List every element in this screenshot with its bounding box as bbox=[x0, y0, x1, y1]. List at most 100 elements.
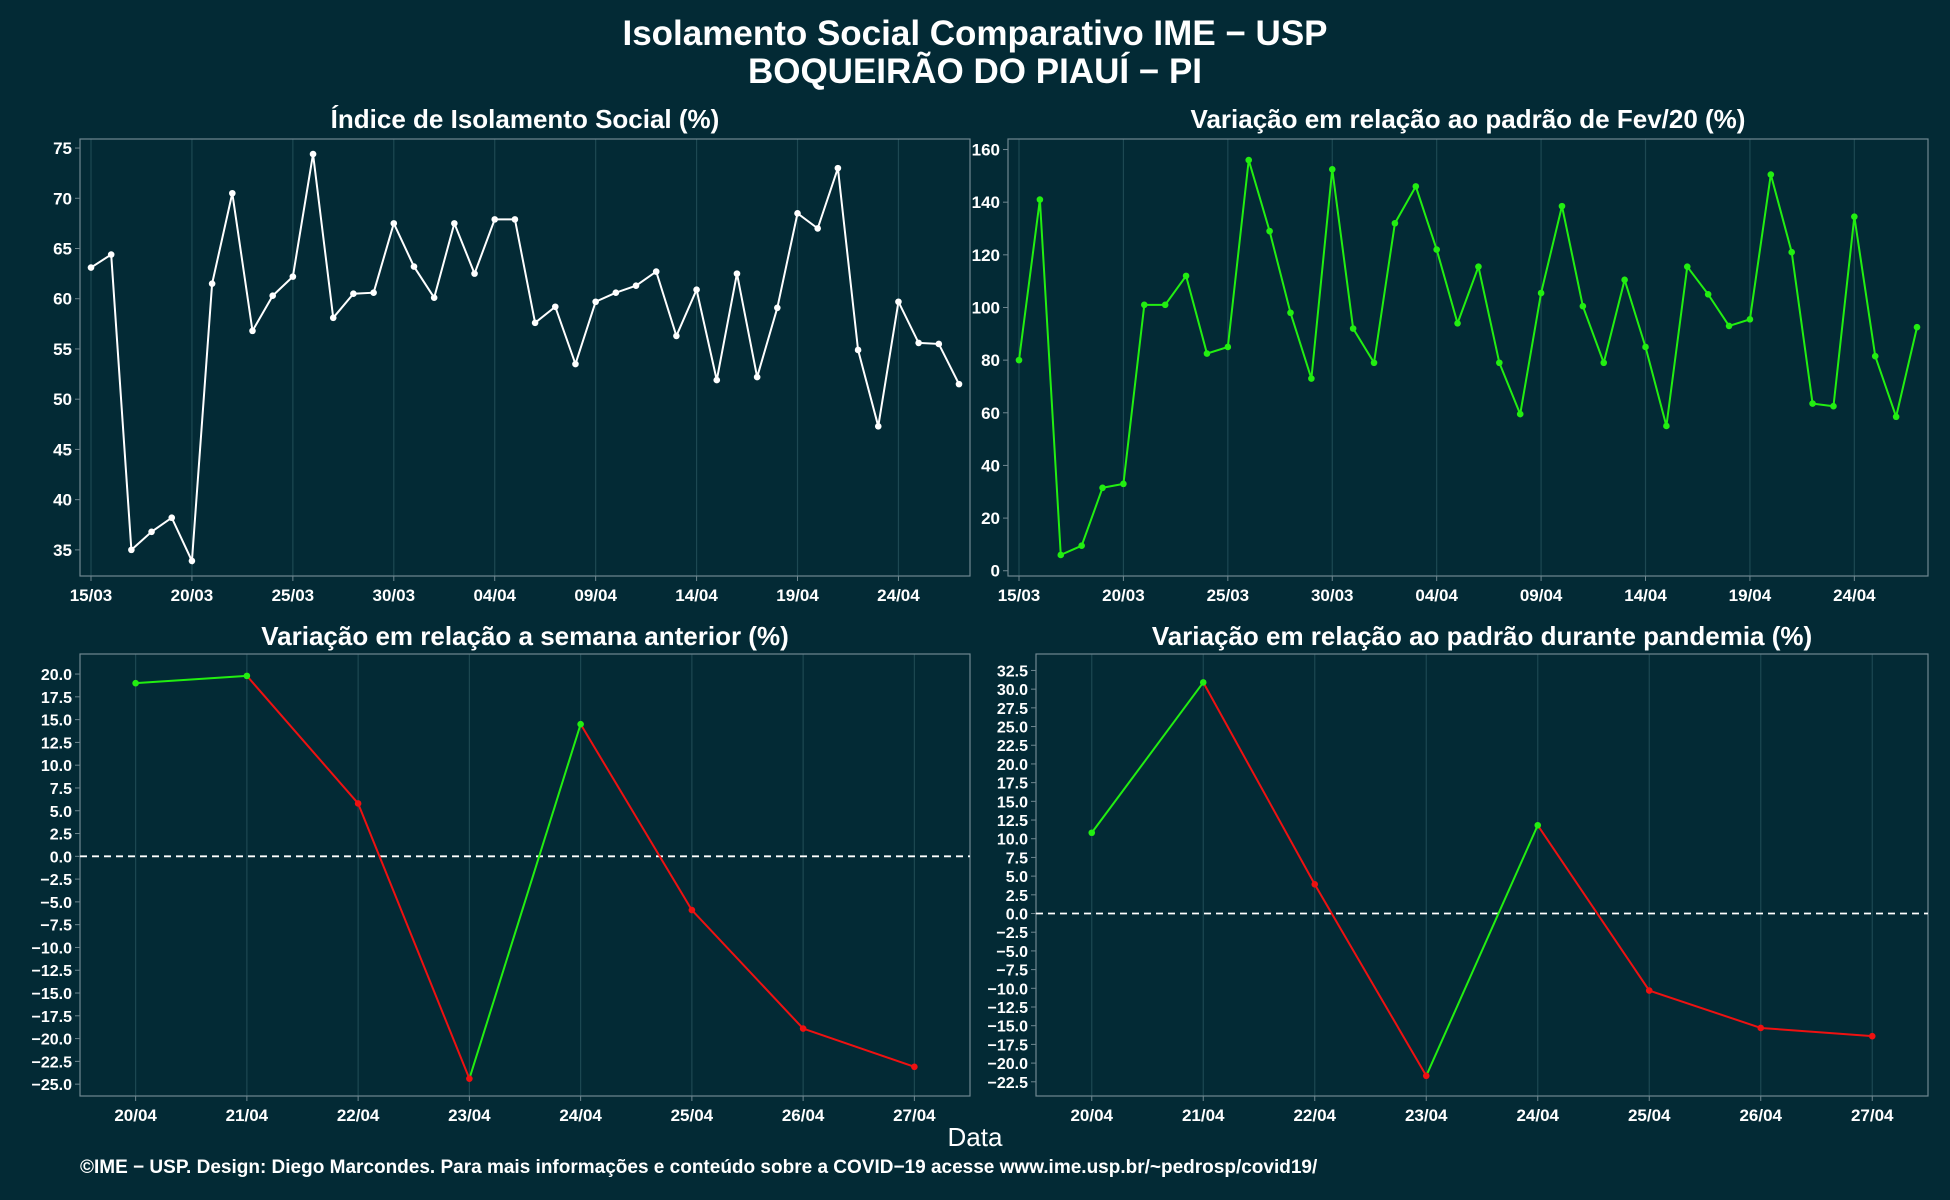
y-tick-label: 25.0 bbox=[997, 720, 1028, 737]
x-tick-label: 25/04 bbox=[671, 1106, 714, 1125]
y-tick-label: 65 bbox=[53, 240, 72, 259]
y-tick-label: −22.5 bbox=[988, 1075, 1029, 1092]
data-point bbox=[1141, 301, 1148, 309]
y-tick-label: 140 bbox=[972, 193, 1000, 212]
data-point bbox=[249, 327, 256, 335]
y-tick-label: 60 bbox=[981, 404, 1000, 423]
data-point bbox=[1311, 881, 1319, 888]
y-tick-label: 40 bbox=[53, 491, 72, 510]
x-tick-label: 23/04 bbox=[1405, 1106, 1448, 1125]
series-line bbox=[90, 153, 960, 565]
data-point bbox=[572, 360, 579, 368]
data-point bbox=[1120, 480, 1127, 488]
data-point bbox=[1913, 323, 1921, 331]
y-tick-label: 160 bbox=[972, 141, 1000, 160]
data-point bbox=[188, 557, 196, 565]
x-tick-label: 27/04 bbox=[893, 1106, 936, 1125]
data-point bbox=[289, 273, 297, 280]
y-tick-label: 2.5 bbox=[50, 827, 72, 844]
data-point bbox=[1349, 325, 1357, 332]
x-tick-label: 20/03 bbox=[171, 586, 214, 605]
data-point bbox=[577, 720, 584, 728]
x-tick-label: 24/04 bbox=[559, 1106, 602, 1125]
y-tick-label: −2.5 bbox=[996, 925, 1028, 942]
panel-border bbox=[79, 653, 971, 1097]
series-segment bbox=[1536, 824, 1651, 992]
data-point bbox=[774, 304, 781, 312]
y-tick-label: 50 bbox=[53, 390, 72, 409]
y-tick-label: 0.0 bbox=[1006, 907, 1028, 924]
data-point bbox=[1245, 156, 1253, 164]
x-tick-label: 30/03 bbox=[1311, 586, 1354, 605]
series-segment bbox=[1313, 883, 1428, 1077]
data-point bbox=[329, 314, 337, 322]
panel-border bbox=[79, 138, 971, 577]
y-tick-label: 35 bbox=[53, 541, 72, 560]
x-tick-label: 20/04 bbox=[114, 1106, 157, 1125]
data-point bbox=[935, 340, 943, 348]
x-tick-label: 22/04 bbox=[1293, 1106, 1336, 1125]
series-segment bbox=[1425, 824, 1539, 1077]
data-point bbox=[1036, 196, 1044, 203]
y-tick-label: 60 bbox=[53, 290, 72, 309]
data-point bbox=[1412, 183, 1420, 190]
x-tick-label: 26/04 bbox=[782, 1106, 825, 1125]
data-point bbox=[551, 303, 559, 311]
y-tick-label: 45 bbox=[53, 440, 72, 459]
data-point bbox=[1534, 821, 1542, 829]
data-point bbox=[713, 376, 721, 384]
y-tick-label: 7.5 bbox=[1006, 850, 1028, 867]
y-tick-label: 100 bbox=[972, 298, 1000, 317]
data-point bbox=[1663, 422, 1670, 430]
data-point bbox=[1496, 359, 1503, 367]
x-tick-label: 19/04 bbox=[1729, 586, 1772, 605]
series-segment bbox=[579, 723, 693, 911]
data-point bbox=[592, 298, 599, 306]
footer-credits: ©IME − USP. Design: Diego Marcondes. Par… bbox=[80, 1157, 1318, 1178]
data-point bbox=[1370, 359, 1378, 367]
data-point bbox=[1600, 359, 1608, 367]
x-tick-label: 15/03 bbox=[70, 586, 113, 605]
x-tick-label: 21/04 bbox=[226, 1106, 269, 1125]
x-tick-label: 14/04 bbox=[1624, 586, 1667, 605]
series-segment bbox=[1090, 681, 1205, 834]
data-point bbox=[1182, 272, 1190, 280]
y-tick-label: 15.0 bbox=[41, 713, 72, 730]
chart-panel-3: Variação em relação a semana anterior (%… bbox=[32, 621, 971, 1125]
y-tick-label: 2.5 bbox=[1006, 888, 1028, 905]
panel-title: Variação em relação ao padrão de Fev/20 … bbox=[1191, 104, 1746, 134]
series-segment bbox=[691, 909, 804, 1030]
x-tick-label: 24/04 bbox=[877, 586, 920, 605]
y-tick-label: −17.5 bbox=[988, 1037, 1029, 1054]
y-tick-label: 12.5 bbox=[997, 813, 1028, 830]
y-tick-label: −22.5 bbox=[32, 1054, 73, 1071]
x-tick-label: 22/04 bbox=[337, 1106, 380, 1125]
data-point bbox=[1725, 322, 1733, 330]
x-tick-label: 25/03 bbox=[272, 586, 315, 605]
data-point bbox=[1015, 356, 1023, 364]
data-point bbox=[1704, 291, 1712, 298]
x-tick-label: 26/04 bbox=[1739, 1106, 1782, 1125]
data-point bbox=[1788, 248, 1795, 256]
data-point bbox=[612, 289, 620, 297]
data-point bbox=[1433, 246, 1440, 253]
y-tick-label: 7.5 bbox=[50, 781, 72, 798]
data-point bbox=[471, 270, 478, 277]
x-tick-label: 25/03 bbox=[1207, 586, 1250, 605]
data-point bbox=[688, 906, 696, 914]
data-point bbox=[814, 225, 821, 232]
x-tick-label: 23/04 bbox=[448, 1106, 491, 1125]
data-point bbox=[1746, 316, 1754, 323]
y-tick-label: 17.5 bbox=[997, 776, 1028, 793]
data-point bbox=[1558, 202, 1566, 210]
series-segment bbox=[246, 675, 359, 805]
data-point bbox=[1224, 343, 1232, 351]
x-tick-label: 09/04 bbox=[1520, 586, 1563, 605]
data-point bbox=[1161, 301, 1169, 309]
y-tick-label: 15.0 bbox=[997, 794, 1028, 811]
data-point bbox=[1328, 165, 1336, 173]
chart-panel-1: Índice de Isolamento Social (%) 35 40 45 50 5… bbox=[53, 104, 971, 605]
data-point bbox=[1199, 679, 1207, 686]
data-point bbox=[1422, 1072, 1430, 1080]
